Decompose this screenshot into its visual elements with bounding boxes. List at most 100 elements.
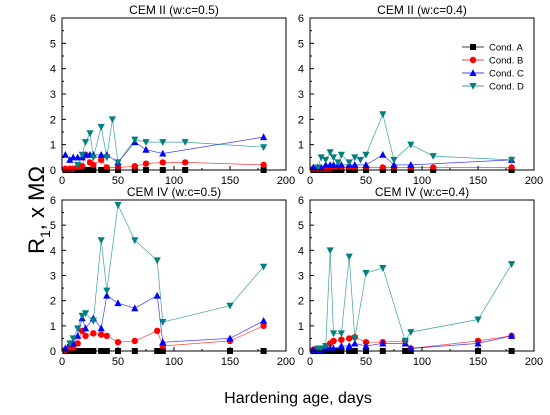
y-tick-label: 6: [298, 195, 304, 207]
legend-marker: [469, 69, 477, 76]
data-point: [89, 154, 97, 162]
data-point: [81, 324, 90, 332]
data-point: [508, 332, 516, 339]
legend-label: Cond. A: [489, 43, 523, 54]
legend-marker: [470, 44, 476, 50]
data-point: [337, 342, 345, 349]
x-tick-label: 200: [525, 356, 543, 368]
y-tick-label: 2: [50, 114, 56, 126]
x-tick-label: 50: [112, 175, 124, 187]
x-tick-label: 0: [59, 175, 65, 187]
panel-title: CEM II (w:c=0.5): [129, 3, 219, 17]
series-line: [317, 250, 512, 349]
y-tick-label: 5: [298, 38, 304, 50]
y-tick-label: 1: [298, 140, 304, 152]
data-point: [61, 151, 69, 158]
data-point: [142, 139, 150, 146]
data-point: [322, 342, 330, 350]
data-point: [154, 327, 161, 335]
series-cond-b: [62, 322, 267, 353]
y-tick-label: 0: [50, 346, 56, 358]
data-point: [260, 263, 268, 271]
data-point: [317, 345, 325, 353]
data-point: [337, 330, 345, 338]
data-point: [362, 269, 370, 277]
data-point: [329, 330, 338, 338]
y-tick-label: 2: [298, 296, 304, 308]
y-tick-label: 1: [50, 140, 56, 152]
data-point: [103, 154, 111, 162]
x-tick-label: 150: [221, 356, 239, 368]
data-point: [260, 161, 267, 169]
data-point: [407, 141, 415, 149]
y-tick-label: 5: [50, 38, 56, 50]
data-point: [401, 337, 409, 345]
data-point: [337, 161, 345, 168]
data-point: [430, 164, 437, 171]
x-tick-label: 100: [413, 175, 431, 187]
series-cond-c: [61, 291, 268, 352]
data-point: [90, 330, 97, 337]
legend-label: Cond. C: [489, 69, 524, 80]
data-point: [351, 161, 359, 168]
data-point: [114, 338, 122, 346]
data-point: [61, 344, 69, 352]
legend-label: Cond. D: [489, 82, 524, 93]
y-axis-label: R1, x MΩ: [24, 166, 53, 254]
data-point: [345, 342, 353, 349]
data-point: [78, 151, 86, 159]
data-point: [474, 339, 482, 347]
data-point: [345, 159, 353, 167]
y-tick-label: 6: [50, 195, 56, 207]
data-point: [362, 342, 370, 349]
y-tick-label: 3: [50, 89, 56, 101]
data-point: [326, 149, 334, 157]
data-point: [74, 161, 82, 169]
data-point: [98, 331, 105, 338]
y-tick-label: 0: [50, 165, 56, 177]
data-point: [159, 319, 167, 326]
data-point: [114, 299, 122, 307]
x-tick-label: 50: [360, 175, 372, 187]
x-axis-label: Hardening age, days: [224, 390, 372, 407]
data-point: [131, 163, 138, 170]
data-point: [142, 145, 150, 153]
data-point: [508, 164, 515, 171]
x-tick-label: 200: [277, 175, 295, 187]
x-tick-label: 50: [112, 356, 124, 368]
data-point: [226, 302, 234, 310]
data-point: [330, 337, 337, 345]
y-tick-label: 5: [50, 220, 56, 232]
axes-frame: [309, 199, 535, 352]
panel-1: 0 50 100 150 200 0 1 2 3 4 5 6 CEM II (w:c=0.5): [50, 3, 295, 187]
data-point: [159, 159, 166, 166]
y-axis-label-main: R: [24, 238, 49, 254]
y-tick-label: 3: [298, 271, 304, 283]
data-point: [351, 154, 359, 162]
series-cond-d: [314, 111, 516, 172]
data-point: [508, 261, 516, 268]
data-point: [159, 338, 167, 346]
data-point: [82, 332, 89, 340]
y-tick-label: 4: [50, 64, 56, 76]
data-point: [114, 202, 122, 209]
data-point: [379, 111, 387, 119]
data-point: [260, 144, 268, 151]
y-tick-label: 5: [298, 220, 304, 232]
data-point: [89, 317, 97, 325]
data-point: [260, 317, 268, 324]
y-axis-label-rest: , x MΩ: [24, 166, 49, 230]
data-point: [351, 335, 359, 343]
data-point: [345, 253, 353, 261]
data-point: [260, 133, 268, 141]
axes-frame: [61, 17, 287, 171]
data-point: [182, 159, 189, 166]
data-point: [337, 151, 345, 159]
data-point: [407, 329, 415, 336]
legend-entry: Cond. D: [462, 82, 524, 93]
data-point: [103, 332, 111, 340]
data-point: [81, 310, 90, 318]
data-point: [81, 139, 90, 146]
data-point: [70, 345, 77, 352]
